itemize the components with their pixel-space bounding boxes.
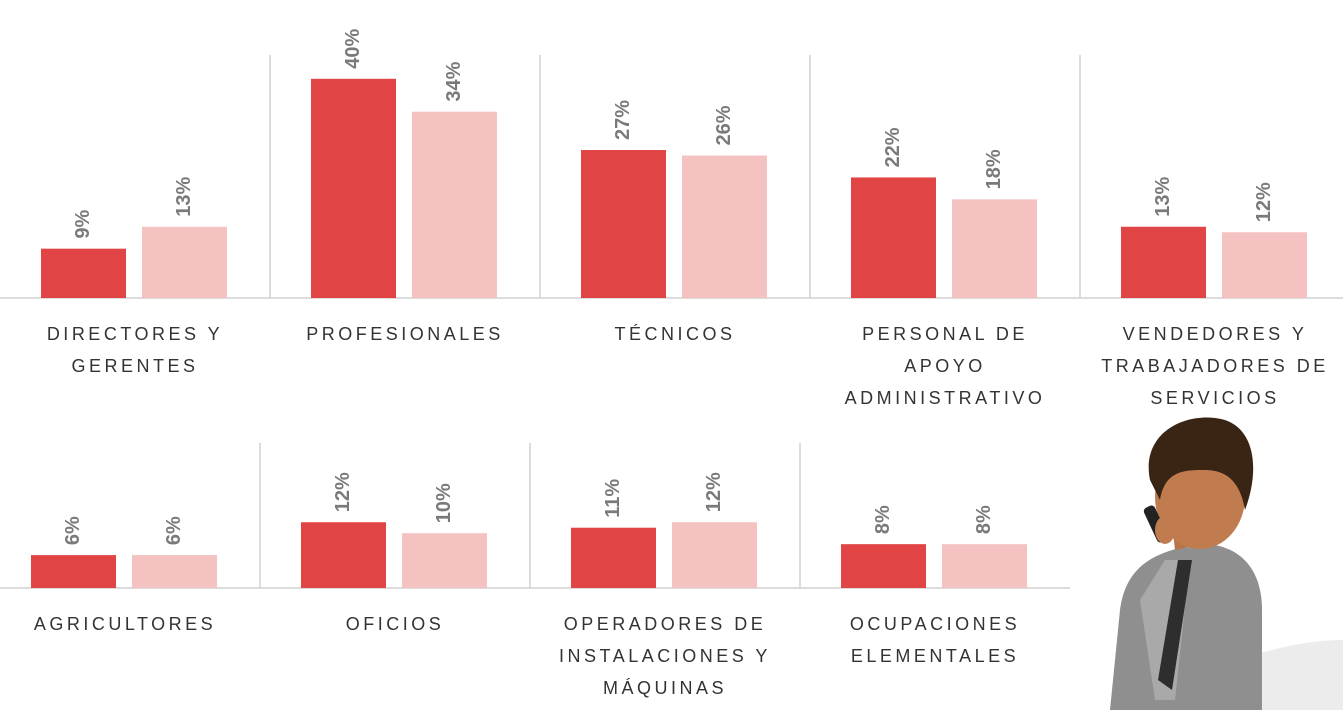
value-label: 26% <box>713 105 735 145</box>
bar <box>142 226 227 298</box>
value-label: 12% <box>703 472 725 512</box>
category-label: VENDEDORES Y TRABAJADORES DE SERVICIOS <box>1101 324 1329 408</box>
value-label: 11% <box>602 479 624 518</box>
bar <box>581 150 666 298</box>
bar <box>952 199 1037 298</box>
value-label: 40% <box>342 29 364 69</box>
value-label: 27% <box>612 100 634 140</box>
value-label: 6% <box>62 516 84 545</box>
value-label: 12% <box>332 472 354 512</box>
value-label: 18% <box>983 149 1005 189</box>
bar <box>311 78 396 298</box>
value-label: 8% <box>872 505 894 534</box>
value-label: 12% <box>1253 182 1275 222</box>
value-label: 6% <box>163 516 185 545</box>
category-label: TÉCNICOS <box>614 324 736 344</box>
value-label: 34% <box>443 61 465 101</box>
category-label: OPERADORES DE INSTALACIONES Y MÁQUINAS <box>559 614 771 698</box>
value-label: 10% <box>433 483 455 523</box>
value-label: 22% <box>882 127 904 167</box>
bar <box>851 177 936 298</box>
bar <box>1121 226 1206 298</box>
bar <box>31 555 116 588</box>
category-label: AGRICULTORES <box>33 614 217 634</box>
bar <box>412 111 497 299</box>
value-label: 9% <box>72 210 94 239</box>
category-label: OCUPACIONES ELEMENTALES <box>849 614 1021 666</box>
bar <box>672 522 757 588</box>
bar <box>402 533 487 588</box>
bar <box>1222 232 1307 298</box>
category-label: PROFESIONALES <box>306 324 504 344</box>
category-label: PERSONAL DE APOYO ADMINISTRATIVO <box>844 324 1046 408</box>
bar <box>942 544 1027 588</box>
bar <box>41 248 126 298</box>
value-label: 13% <box>1152 177 1174 217</box>
category-label: DIRECTORES Y GERENTES <box>46 324 224 376</box>
bar <box>132 555 217 588</box>
category-label: OFICIOS <box>345 614 445 634</box>
bar <box>571 527 656 588</box>
bar <box>841 544 926 588</box>
bar <box>682 155 767 298</box>
bar <box>301 522 386 588</box>
value-label: 13% <box>173 177 195 217</box>
value-label: 8% <box>973 505 995 534</box>
person-illustration <box>1110 417 1343 710</box>
